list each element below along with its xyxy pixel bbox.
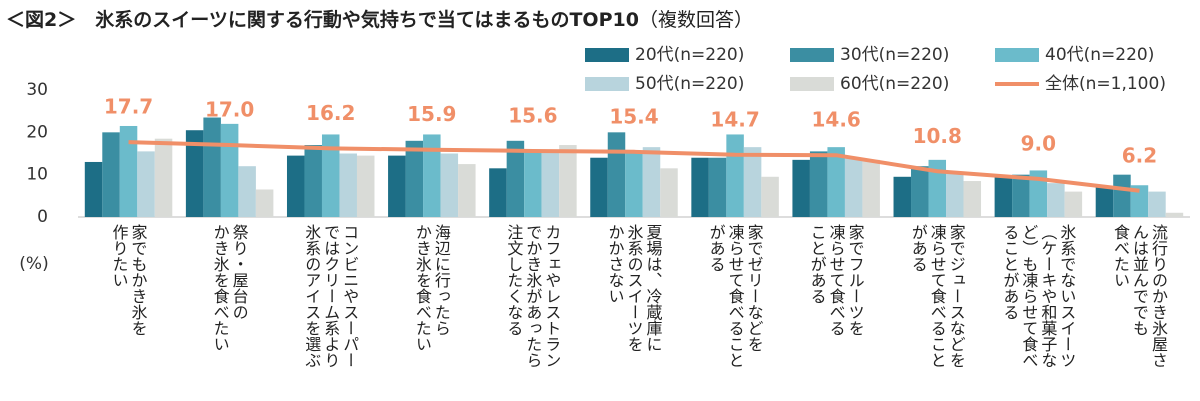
bar [286,155,305,217]
bar [304,145,322,217]
bar [238,166,256,217]
bar [792,159,810,217]
bar [743,147,762,217]
bar [607,132,626,217]
bar [963,181,982,217]
y-tick-label: 0 [37,207,48,227]
legend-label: 50代(n=220) [635,74,744,94]
x-tick-label: 家でジュースなどを 凍らせて食べること がある [908,224,966,368]
bar [458,164,476,217]
x-tick-label: コンビニやスーパー ではクリーム系より 氷系のアイスを選ぶ [302,224,360,368]
bar [1095,187,1114,217]
bar [541,151,560,217]
legend-swatch [585,77,629,91]
x-tick-label: 海辺に行ったら かき氷を食べたい [412,224,451,352]
bar [185,130,204,217]
bar [946,172,964,217]
bar [255,189,274,217]
legend-label: 全体(n=1,100) [1045,74,1166,94]
bar [388,155,406,217]
chart-title: ＜図2＞ 氷系のスイーツに関する行動や気持ちで当てはまるものTOP10（複数回答… [6,8,753,31]
bar [691,157,709,217]
x-tick-label: 流行りのかき氷屋さ んは並んででも 食べたい [1110,224,1168,368]
bar [625,151,643,217]
bar [1165,212,1184,217]
line [128,140,1140,193]
bar [911,166,929,217]
bar [405,140,424,217]
bar [489,168,507,217]
x-tick-label: 夏場は、冷蔵庫に 氷系のスイーツを かかさない [605,224,663,352]
bar [119,125,138,217]
bar [862,159,880,217]
legend-label: 30代(n=220) [840,45,949,65]
value-label: 15.6 [508,103,557,127]
bar [708,157,727,217]
bar [203,117,221,217]
bar [524,151,542,217]
legend-label: 40代(n=220) [1045,45,1154,65]
bar [1130,185,1149,217]
value-label: 14.6 [812,108,861,132]
note: （複数回答） [639,9,753,31]
bar [356,155,375,217]
bar [1047,183,1065,217]
title: ＜図2＞ 氷系のスイーツに関する行動や気持ちで当てはまるものTOP10 [6,8,639,31]
y-tick-label: 10 [26,165,48,185]
bar [154,138,173,217]
bar [506,140,525,217]
value-label: 14.7 [710,107,759,131]
value-label: 6.2 [1122,143,1157,167]
x-tick-label: 氷系でないスイーツ （ケーキや和菓子な ど）も凍らせて食べ ることがある [1000,224,1077,368]
legend-swatch [585,48,629,62]
bar [1113,174,1131,217]
bar [928,159,947,217]
y-label: (%) [19,254,48,274]
value-label: 17.7 [104,95,153,119]
bar [321,134,340,217]
bar [137,151,155,217]
value-label: 15.4 [609,104,658,128]
bar [1012,174,1030,217]
legend-label: 60代(n=220) [840,74,949,94]
legend-swatch [995,48,1039,62]
bar [761,176,779,217]
bar [809,151,828,217]
bar [1064,191,1083,217]
bar [994,176,1013,217]
legend-swatch [790,77,834,91]
bar [440,153,459,217]
value-label: 17.0 [205,98,254,122]
bar [559,145,577,217]
x-tick-label: カフェやレストラン でかき氷があったら 注文したくなる [504,224,562,368]
bar [726,134,744,217]
bar [590,157,608,217]
bar [102,132,120,217]
bar [893,176,912,217]
value-label: 9.0 [1021,131,1056,155]
bar [1148,191,1166,217]
value-label: 16.2 [306,101,355,125]
bar [642,147,661,217]
bar [220,123,239,217]
bar [1029,170,1048,217]
y-tick-label: 30 [26,80,48,100]
bar [84,161,103,217]
value-label: 15.9 [407,102,456,126]
value-label: 10.8 [913,124,962,148]
bar [339,153,357,217]
bar [423,134,441,217]
y-tick-label: 20 [26,122,48,142]
bar [827,147,845,217]
bar [660,168,678,217]
x-tick-label: 家でもかき氷を 作りたい [109,224,148,336]
legend-label: 20代(n=220) [635,45,744,65]
x-tick-label: 家でゼリーなどを 凍らせて食べること がある [706,224,764,368]
bar [844,157,863,217]
x-tick-label: 祭り・屋台の かき氷を食べたい [210,224,249,352]
legend-swatch [790,48,834,62]
x-tick-label: 家でフルーツを 凍らせて食べる ことがある [807,224,865,336]
